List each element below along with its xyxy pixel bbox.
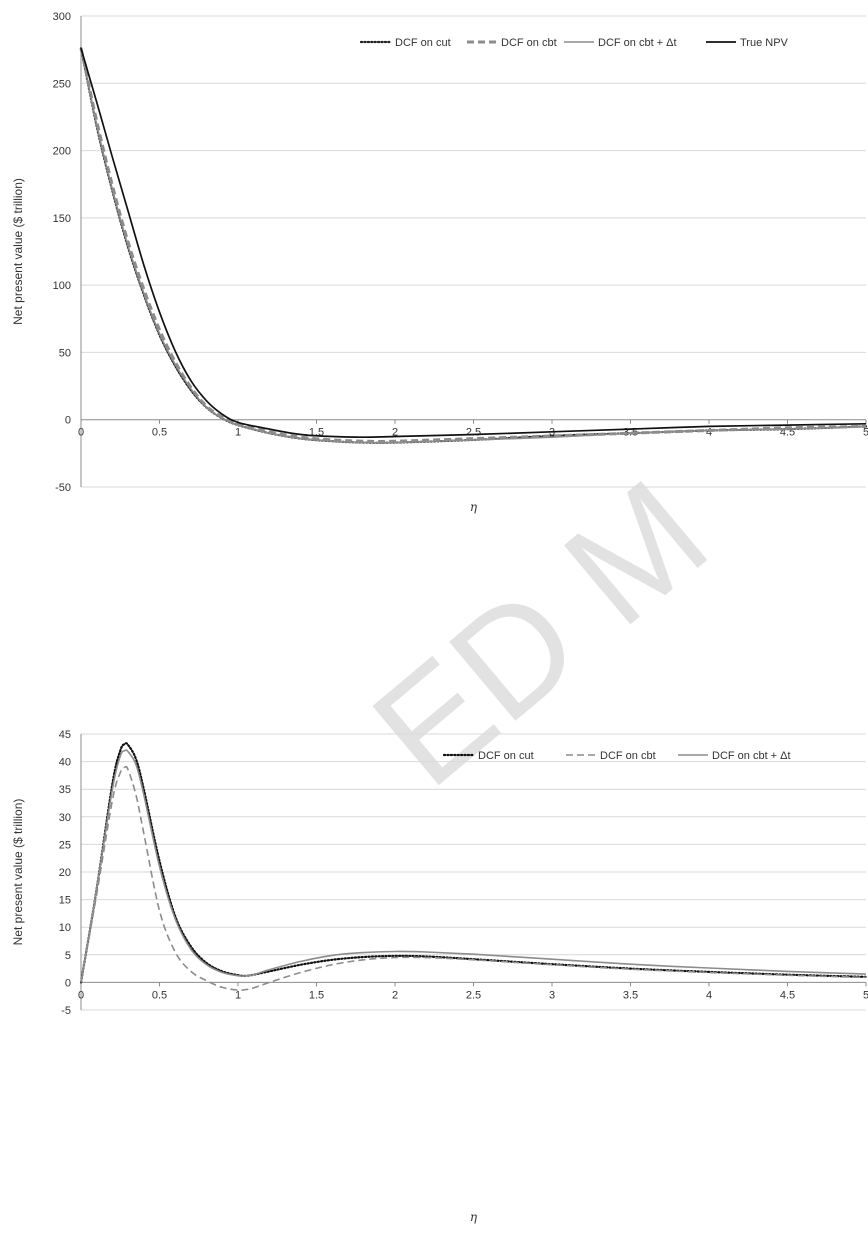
y-tick-label: 200 xyxy=(53,146,71,158)
x-tick-label: 1 xyxy=(235,989,241,1001)
x-tick-label: 0.5 xyxy=(152,989,167,1001)
series-line-2 xyxy=(80,765,867,992)
y-tick-label: 0 xyxy=(65,415,71,427)
x-tick-label: 5 xyxy=(863,427,868,439)
y-tick-label: 25 xyxy=(59,839,71,851)
x-axis-title: η xyxy=(470,500,478,514)
x-tick-label: 4 xyxy=(706,989,712,1001)
series-line-3 xyxy=(80,749,867,983)
x-axis-title: η xyxy=(470,1210,478,1224)
y-tick-label: 50 xyxy=(59,347,71,359)
y-tick-label: 5 xyxy=(65,950,71,962)
x-tick-label: 3.5 xyxy=(623,989,638,1001)
y-tick-label: 30 xyxy=(59,812,71,824)
legend-label-3: DCF on cbt + Δt xyxy=(598,37,677,49)
x-tick-label: 2.5 xyxy=(466,427,481,439)
x-tick-label: 2 xyxy=(392,427,398,439)
y-axis-title: Net present value ($ trillion) xyxy=(11,178,25,325)
legend-label-4: True NPV xyxy=(740,37,789,49)
y-tick-label: 15 xyxy=(59,895,71,907)
x-tick-label: 4.5 xyxy=(780,989,795,1001)
chart-bottom: -5 0 5 10 15 20 25 30 35 40 45 0 0.5 1 1.5 2 2.5 3 3.5 4 4.5… xyxy=(11,729,868,1224)
y-tick-label: 100 xyxy=(53,280,71,292)
x-tick-label: 0 xyxy=(78,427,84,439)
series-line-2 xyxy=(79,47,867,443)
x-tick-label: 4 xyxy=(706,427,712,439)
x-tick-label: 3 xyxy=(549,989,555,1001)
y-tick-label: 10 xyxy=(59,922,71,934)
x-tick-label: 2 xyxy=(392,989,398,1001)
y-tick-label: 300 xyxy=(53,11,71,23)
legend-label-1: DCF on cut xyxy=(478,750,534,762)
y-axis-title: Net present value ($ trillion) xyxy=(11,799,25,946)
legend-label-1: DCF on cut xyxy=(395,37,451,49)
x-tick-label: 0.5 xyxy=(152,427,167,439)
y-tick-label: 20 xyxy=(59,867,71,879)
legend-label-2: DCF on cbt xyxy=(600,750,656,762)
y-tick-label: 45 xyxy=(59,729,71,741)
x-tick-label: 0 xyxy=(78,989,84,1001)
series-line-3 xyxy=(80,48,867,444)
y-tick-label: 35 xyxy=(59,784,71,796)
y-tick-label: 150 xyxy=(53,213,71,225)
x-tick-label: 3 xyxy=(549,427,555,439)
y-tick-label: 40 xyxy=(59,757,71,769)
legend-label-3: DCF on cbt + Δt xyxy=(712,750,791,762)
series-line-4 xyxy=(80,48,867,439)
y-tick-label: -50 xyxy=(55,482,71,494)
legend-label-2: DCF on cbt xyxy=(501,37,557,49)
y-tick-label: 0 xyxy=(65,977,71,989)
y-tick-label: -5 xyxy=(61,1005,71,1017)
x-tick-label: 5 xyxy=(863,989,868,1001)
series-line-1 xyxy=(79,47,868,444)
y-tick-label: 250 xyxy=(53,78,71,90)
x-tick-label: 2.5 xyxy=(466,989,481,1001)
x-tick-label: 1.5 xyxy=(309,989,324,1001)
x-tick-label: 1 xyxy=(235,427,241,439)
